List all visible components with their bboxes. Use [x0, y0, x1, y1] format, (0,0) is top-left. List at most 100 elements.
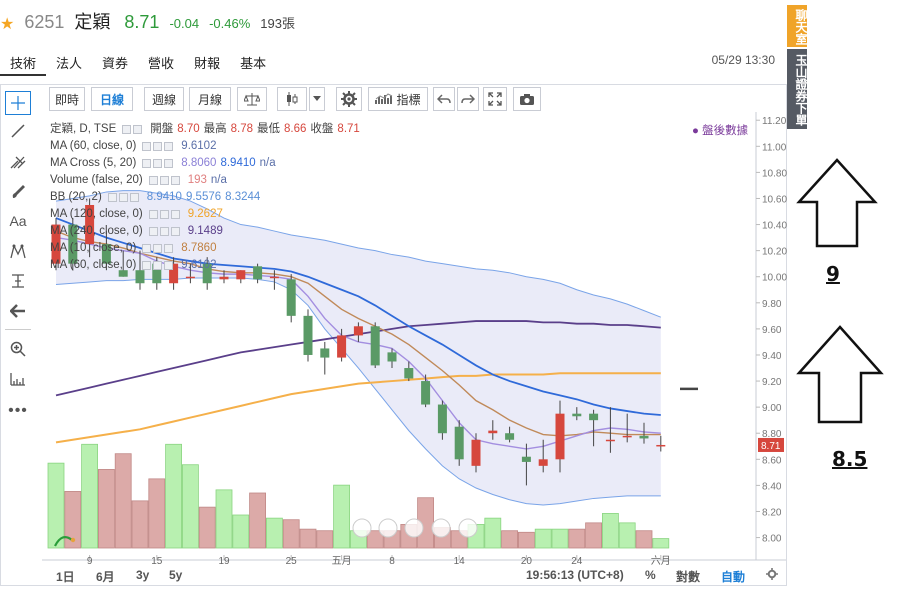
- fullscreen-icon: [488, 92, 502, 106]
- candle-type-icon: [287, 92, 298, 106]
- close-label: 收盤: [310, 123, 334, 135]
- favorite-star-icon[interactable]: ★: [0, 16, 15, 33]
- trade-volume: 193張: [260, 16, 295, 31]
- brush-icon: [12, 185, 25, 198]
- chatroom-tab[interactable]: 聊天室: [787, 5, 808, 47]
- candle-body: [471, 439, 481, 466]
- after-hours-toggle[interactable]: ● 盤後數據: [692, 122, 748, 138]
- legend-row-controls[interactable]: [142, 244, 174, 253]
- scroll-control-button: [458, 518, 478, 538]
- settings-button[interactable]: [336, 87, 362, 111]
- volume-bar: [265, 517, 283, 549]
- redo-icon: [461, 94, 475, 104]
- snapshot-button[interactable]: [513, 87, 541, 111]
- bottom-settings-button[interactable]: [766, 568, 778, 583]
- chart-type-button[interactable]: [277, 87, 307, 111]
- broker-order-tab[interactable]: 玉山證券下單: [787, 49, 808, 129]
- range-6m[interactable]: 6月: [96, 570, 115, 584]
- legend-row-controls[interactable]: [107, 193, 139, 202]
- realtime-label: 即時: [54, 92, 79, 107]
- toolbar-divider: [5, 329, 31, 330]
- gear-icon: [341, 91, 357, 107]
- trendline-tool[interactable]: [5, 119, 31, 143]
- zoom-tool[interactable]: [5, 337, 31, 361]
- tab-margin[interactable]: 資券: [102, 56, 129, 71]
- volume-bar: [98, 469, 115, 549]
- text-tool[interactable]: Aa: [5, 209, 31, 233]
- fullscreen-button[interactable]: [483, 87, 507, 111]
- volume-bar: [652, 538, 670, 549]
- chart-type-dropdown[interactable]: [309, 87, 325, 111]
- daily-label: 日線: [99, 92, 124, 107]
- back-arrow-tool[interactable]: [5, 299, 31, 323]
- legend-row-controls[interactable]: [142, 159, 174, 168]
- legend-row-controls[interactable]: [142, 142, 174, 151]
- range-5y[interactable]: 5y: [169, 568, 183, 582]
- legend-row-name: Volume (false, 20): [50, 174, 143, 186]
- y-tick-label: 8.00: [762, 534, 782, 545]
- candle-body: [152, 263, 162, 284]
- range-1d[interactable]: 1日: [56, 570, 75, 584]
- more-tools[interactable]: •••: [5, 399, 31, 423]
- candle-body: [454, 426, 464, 460]
- legend-row-controls[interactable]: [122, 125, 143, 134]
- volume-bar: [333, 484, 351, 549]
- percent-toggle[interactable]: %: [645, 568, 656, 582]
- volume-bar: [316, 530, 334, 549]
- brush-tool[interactable]: [5, 179, 31, 203]
- realtime-button[interactable]: 即時: [49, 87, 85, 111]
- stock-price: 8.71: [124, 12, 160, 32]
- fork-tool[interactable]: [5, 149, 31, 173]
- tab-basic[interactable]: 基本: [240, 56, 267, 71]
- legend-row: MA (10, close, 0) 8.7860: [50, 240, 490, 257]
- log-toggle[interactable]: 對數: [676, 570, 701, 584]
- arrow-left-icon: [10, 304, 25, 318]
- gear-icon: [766, 568, 778, 580]
- y-tick-label: 10.40: [762, 221, 787, 232]
- scale-icon: [244, 93, 260, 106]
- weekly-button[interactable]: 週線: [144, 87, 184, 111]
- chatroom-label: 聊天室: [794, 9, 808, 45]
- legend-row-controls[interactable]: [148, 227, 180, 236]
- daily-button[interactable]: 日線: [91, 87, 133, 111]
- undo-button[interactable]: [433, 87, 455, 111]
- volume-bar: [534, 528, 552, 549]
- legend-row-value: 8.3244: [225, 191, 261, 203]
- auto-toggle[interactable]: 自動: [721, 570, 746, 584]
- ruler-tool[interactable]: [5, 367, 31, 391]
- compare-button[interactable]: [237, 87, 267, 111]
- candle-body: [589, 413, 599, 421]
- range-3y[interactable]: 3y: [136, 568, 150, 582]
- legend-row-controls[interactable]: [148, 210, 180, 219]
- y-tick-label: 9.20: [762, 377, 782, 388]
- measure-tool[interactable]: [5, 269, 31, 293]
- legend-row-controls[interactable]: [148, 176, 180, 185]
- legend-row-name: MA (120, close, 0): [50, 208, 143, 220]
- tab-financials[interactable]: 財報: [194, 56, 221, 71]
- crosshair-tool[interactable]: [5, 91, 31, 115]
- tab-technical[interactable]: 技術: [0, 50, 47, 76]
- ma120-line: [55, 372, 661, 444]
- legend-row-value: 193: [187, 174, 207, 186]
- legend-row: MA (60, close, 0) 9.6102: [50, 257, 490, 274]
- price-change-percent: -0.46%: [209, 16, 251, 31]
- low-value: 8.66: [284, 123, 307, 135]
- x-tick-label: 14: [454, 556, 466, 567]
- y-tick-label: 8.80: [762, 429, 782, 440]
- monthly-button[interactable]: 月線: [189, 87, 231, 111]
- x-tick-label: 19: [218, 556, 230, 567]
- volume-bar: [148, 478, 166, 549]
- redo-button[interactable]: [457, 87, 479, 111]
- volume-bar: [484, 517, 502, 549]
- drawing-toolbar: Aa •••: [1, 87, 37, 427]
- legend-row-controls[interactable]: [142, 261, 174, 270]
- tab-revenue[interactable]: 營收: [148, 56, 175, 71]
- pattern-tool[interactable]: [5, 239, 31, 263]
- indicators-button[interactable]: 指標: [368, 87, 428, 111]
- legend-row: Volume (false, 20) 193 n/a: [50, 172, 490, 189]
- last-price-tag: [758, 437, 784, 452]
- logo-swoosh: [54, 536, 73, 547]
- tab-institutional[interactable]: 法人: [56, 56, 83, 71]
- chevron-down-icon: [313, 96, 321, 101]
